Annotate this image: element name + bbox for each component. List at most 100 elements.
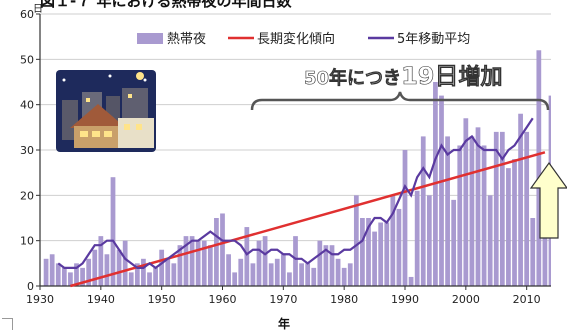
figure-title: 図１-７ 年における熱帯夜の年間日数 bbox=[40, 0, 292, 10]
bar-1975 bbox=[311, 267, 317, 286]
bar-1990 bbox=[402, 150, 408, 286]
bar-1931 bbox=[43, 258, 49, 286]
bar-2004 bbox=[487, 195, 493, 286]
y-tick-label: 30 bbox=[20, 144, 34, 157]
bar-1985 bbox=[372, 231, 377, 286]
bar-1957 bbox=[201, 240, 207, 286]
bar-1980 bbox=[341, 267, 347, 286]
annotation-suffix: 増加 bbox=[458, 64, 502, 90]
y-tick-label: 50 bbox=[20, 53, 34, 66]
bar-1983 bbox=[360, 218, 365, 286]
bar-1965 bbox=[250, 263, 256, 286]
bar-1991 bbox=[408, 276, 414, 286]
bar-2009 bbox=[518, 113, 523, 286]
bar-1941 bbox=[104, 254, 110, 286]
corner-box bbox=[2, 318, 13, 330]
bar-2008 bbox=[512, 159, 517, 286]
bar-1981 bbox=[347, 263, 353, 286]
bar-1935 bbox=[68, 272, 73, 286]
bar-1956 bbox=[195, 240, 201, 286]
bar-1999 bbox=[457, 145, 463, 286]
bar-1984 bbox=[366, 218, 371, 286]
bar-1938 bbox=[86, 258, 92, 286]
bar-1962 bbox=[232, 272, 238, 286]
legend-label-trend: 長期変化傾向 bbox=[257, 31, 335, 47]
x-tick-label: 1930 bbox=[26, 293, 54, 306]
bar-2001 bbox=[469, 136, 475, 286]
bar-1934 bbox=[61, 267, 67, 286]
legend-label-moving-average: 5年移動平均 bbox=[397, 32, 470, 47]
bar-2006 bbox=[499, 131, 505, 286]
bar-2010 bbox=[524, 131, 530, 286]
bar-1947 bbox=[141, 258, 146, 286]
bar-1959 bbox=[214, 218, 219, 286]
bar-1932 bbox=[49, 254, 55, 286]
bar-2002 bbox=[475, 127, 481, 286]
bar-1973 bbox=[299, 263, 304, 286]
bar-1952 bbox=[171, 263, 177, 286]
bar-1979 bbox=[335, 258, 341, 286]
bar-1998 bbox=[451, 199, 457, 286]
x-tick-label: 2000 bbox=[452, 293, 480, 306]
y-tick-label: 20 bbox=[20, 189, 34, 202]
bar-1994 bbox=[426, 195, 432, 286]
y-axis-unit: 日 bbox=[33, 4, 43, 15]
bar-1940 bbox=[98, 236, 104, 286]
bar-1988 bbox=[390, 195, 396, 286]
bar-1968 bbox=[268, 263, 274, 286]
bar-1963 bbox=[238, 258, 244, 286]
y-tick-label: 40 bbox=[20, 99, 34, 112]
bar-1946 bbox=[134, 263, 140, 286]
legend: 熱帯夜 長期変化傾向 5年移動平均 bbox=[137, 31, 470, 47]
bar-1937 bbox=[80, 267, 85, 286]
bar-1961 bbox=[226, 254, 231, 286]
bar-1977 bbox=[323, 245, 329, 286]
bar-1936 bbox=[74, 263, 79, 286]
bar-1949 bbox=[153, 267, 158, 286]
line-series bbox=[57, 117, 546, 288]
bar-1986 bbox=[378, 222, 384, 286]
bar-1944 bbox=[122, 240, 128, 286]
up-arrow-icon bbox=[529, 161, 567, 239]
bar-1948 bbox=[147, 272, 152, 286]
bar-1933 bbox=[55, 263, 61, 286]
bar-2011 bbox=[530, 218, 536, 286]
x-axis-label: 年 bbox=[278, 317, 291, 331]
bar-1966 bbox=[256, 240, 262, 286]
y-tick-label: 10 bbox=[20, 235, 34, 248]
bar-1974 bbox=[305, 263, 311, 286]
bar-1978 bbox=[329, 245, 335, 286]
bar-1992 bbox=[414, 190, 420, 286]
bar-2007 bbox=[506, 168, 511, 286]
bar-2012 bbox=[536, 50, 542, 287]
axis-labels: 0 10 20 30 40 50 60 日 1930 1940 1950 1960 1970 1980 19… bbox=[20, 4, 541, 306]
bar-1943 bbox=[116, 249, 122, 286]
x-tick-label: 2010 bbox=[513, 293, 541, 306]
moving-average-line bbox=[57, 117, 534, 270]
x-tick-label: 1990 bbox=[391, 293, 419, 306]
increase-annotation: 50年につき19日増加 bbox=[250, 62, 567, 239]
bar-1982 bbox=[353, 195, 359, 286]
annotation-text: 50年につき19日増加 bbox=[304, 62, 502, 90]
bar-1996 bbox=[439, 95, 444, 286]
axes bbox=[36, 13, 551, 290]
bar-1945 bbox=[128, 272, 134, 286]
bar-1958 bbox=[207, 245, 213, 286]
annotation-prefix: 50年につき bbox=[304, 67, 401, 89]
x-tick-label: 1970 bbox=[269, 293, 297, 306]
legend-swatch-bar bbox=[137, 33, 163, 44]
bar-1954 bbox=[183, 236, 189, 286]
house-night-illustration bbox=[56, 70, 156, 152]
x-tick-label: 1980 bbox=[330, 293, 358, 306]
bar-1976 bbox=[317, 240, 323, 286]
x-tick-label: 1960 bbox=[209, 293, 237, 306]
bar-1993 bbox=[420, 136, 426, 286]
bar-1953 bbox=[177, 245, 183, 286]
bar-1967 bbox=[262, 236, 268, 286]
bar-1942 bbox=[110, 177, 116, 286]
bar-1960 bbox=[220, 213, 225, 286]
bar-2005 bbox=[493, 131, 499, 286]
bar-1997 bbox=[445, 136, 450, 286]
